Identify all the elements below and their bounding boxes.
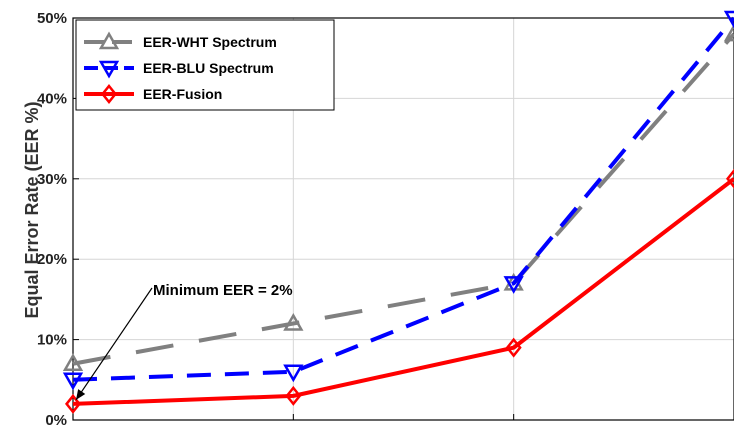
y-tick-label: 0% (45, 412, 67, 428)
legend-label-1: EER-BLU Spectrum (143, 60, 274, 76)
annotation: Minimum EER = 2% (75, 282, 293, 401)
data-point (725, 168, 734, 189)
data-point (283, 364, 304, 383)
series (62, 10, 734, 414)
annotation-text: Minimum EER = 2% (153, 282, 293, 299)
data-point (283, 313, 304, 331)
legend-marker-0 (98, 31, 120, 50)
annotation-arrow-line (75, 287, 153, 401)
series-line-1 (72, 16, 734, 382)
y-tick-label: 50% (37, 10, 67, 27)
y-tick-label: 30% (37, 171, 67, 188)
plot-frame (72, 17, 734, 421)
y-tick-label: 20% (37, 251, 67, 268)
legend: EER-WHT Spectrum EER-BLU Spectrum EER-Fusi… (75, 19, 335, 111)
series-2 (64, 168, 734, 414)
data-point (62, 353, 84, 371)
legend-label-2: EER-Fusion (143, 86, 222, 102)
y-tick-label: 40% (37, 90, 67, 107)
data-point (503, 276, 524, 294)
series-line-0 (72, 32, 734, 366)
data-point (723, 23, 734, 42)
data-point (64, 393, 82, 414)
axes (72, 17, 734, 421)
data-point (505, 337, 522, 358)
legend-label-0: EER-WHT Spectrum (143, 34, 277, 50)
series-1 (62, 10, 734, 391)
series-line-2 (72, 177, 734, 406)
data-point (723, 10, 734, 29)
y-axis-label: Equal Error Rate (EER %) (22, 101, 42, 318)
y-tick-label: 10% (37, 332, 67, 349)
annotation-arrow-head (76, 389, 86, 400)
legend-marker-2 (100, 83, 118, 105)
y-tick-labels: 0% 10% 20% 30% 40% 50% (37, 10, 734, 428)
legend-marker-1 (98, 60, 120, 79)
data-point (285, 385, 302, 406)
data-point (62, 372, 84, 391)
